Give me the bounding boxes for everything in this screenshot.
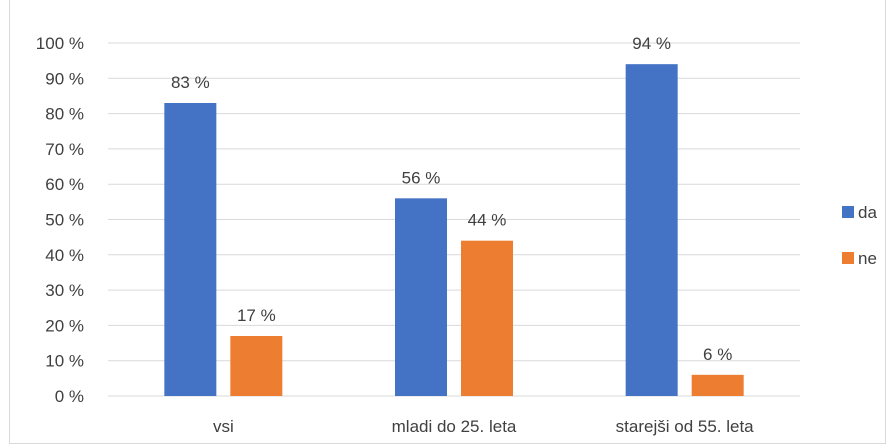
data-label: 56 %: [402, 168, 441, 187]
y-tick-label: 60 %: [45, 175, 84, 194]
y-tick-label: 50 %: [45, 211, 84, 230]
chart-frame: [9, 0, 886, 444]
y-tick-label: 10 %: [45, 352, 84, 371]
y-tick-label: 90 %: [45, 69, 84, 88]
data-label: 17 %: [237, 306, 276, 325]
y-tick-label: 30 %: [45, 281, 84, 300]
data-label: 44 %: [468, 211, 507, 230]
y-tick-label: 70 %: [45, 140, 84, 159]
legend-label: da: [858, 203, 877, 222]
bar-da: [395, 198, 447, 396]
bar-ne: [230, 335, 283, 396]
x-category-label: mladi do 25. leta: [392, 417, 517, 436]
legend-swatch-ne: [842, 252, 854, 264]
legend-swatch-da: [842, 206, 854, 218]
y-tick-label: 40 %: [45, 246, 84, 265]
data-label: 83 %: [171, 73, 210, 92]
data-label: 6 %: [703, 345, 732, 364]
y-tick-label: 20 %: [45, 316, 84, 335]
x-category-label: vsi: [213, 417, 234, 436]
y-tick-label: 100 %: [36, 34, 84, 53]
bar-da: [625, 64, 678, 397]
bar-ne: [691, 374, 744, 396]
data-label: 94 %: [632, 34, 671, 53]
y-tick-label: 80 %: [45, 105, 84, 124]
bar-da: [164, 103, 217, 396]
x-category-label: starejši od 55. leta: [616, 417, 755, 436]
y-tick-label: 0 %: [55, 387, 84, 406]
legend-label: ne: [858, 249, 877, 268]
bar-ne: [461, 240, 513, 396]
